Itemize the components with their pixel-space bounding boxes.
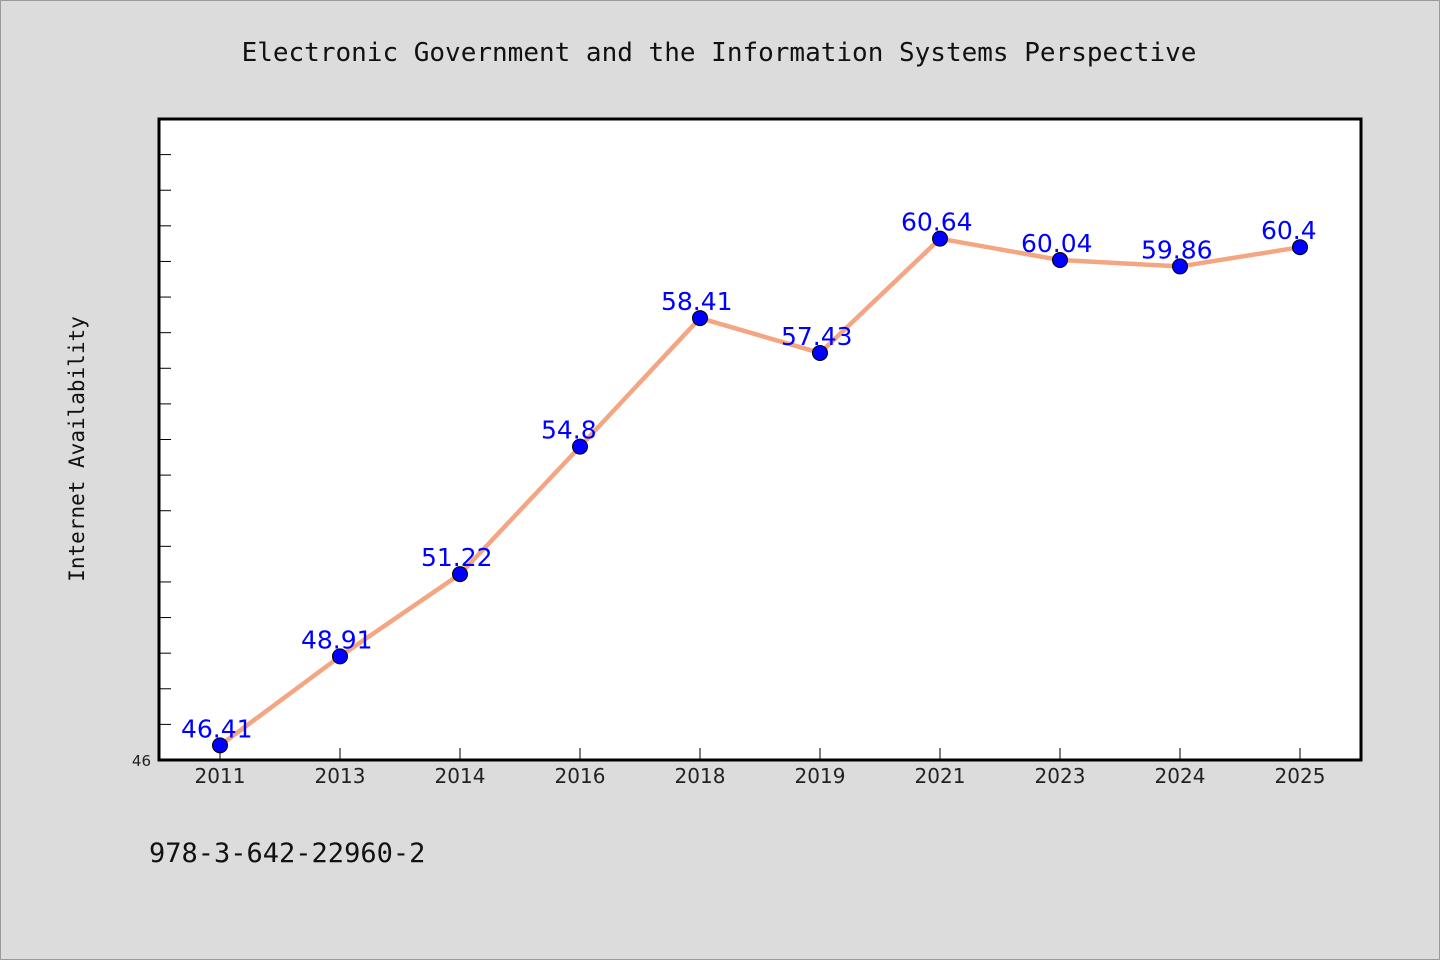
data-point: [932, 230, 948, 247]
data-point: [332, 648, 348, 665]
plot-area: [157, 117, 1363, 762]
data-point: [212, 737, 228, 754]
data-point: [812, 344, 828, 361]
x-tick-label: 2013: [315, 764, 366, 788]
data-point: [1052, 252, 1068, 269]
chart-title: Electronic Government and the Informatio…: [242, 38, 1197, 68]
data-label: 48.91: [301, 625, 373, 654]
x-tick-label: 2024: [1155, 764, 1206, 788]
x-tick-label: 2018: [675, 764, 726, 788]
y-axis-ticks: [159, 118, 171, 761]
data-point: [1172, 258, 1188, 275]
x-tick-label: 2014: [435, 764, 486, 788]
data-point: [692, 310, 708, 327]
series-markers: [212, 230, 1308, 754]
data-label: 60.04: [1021, 229, 1093, 258]
data-label: 60.64: [901, 208, 973, 237]
x-tick-label: 2025: [1275, 764, 1326, 788]
data-label: 58.41: [661, 287, 733, 316]
data-label: 60.4: [1261, 216, 1317, 245]
series-line: [217, 236, 1303, 748]
x-tick-label: 2011: [195, 764, 246, 788]
data-label: 59.86: [1141, 235, 1213, 264]
data-point: [1292, 239, 1308, 256]
caption-isbn: 978-3-642-22960-2: [149, 838, 425, 869]
y-tick-label: 46: [132, 752, 151, 770]
data-labels: 46.41 48.91 51.22 54.8 58.41 57.43 60.64 60.04 5…: [181, 208, 1317, 744]
x-tick-label: 2016: [555, 764, 606, 788]
data-label: 54.8: [541, 416, 597, 445]
data-label: 57.43: [781, 322, 853, 351]
x-tick-label: 2019: [795, 764, 846, 788]
data-label: 46.41: [181, 714, 253, 743]
data-point: [452, 566, 468, 583]
data-label: 51.22: [421, 543, 493, 572]
data-point: [572, 438, 588, 455]
x-axis-ticks: [219, 748, 1301, 760]
y-axis-label: Internet Availability: [65, 316, 89, 582]
x-tick-labels: 2011 2013 2014 2016 2018 2019 2021 2023 2024 2025: [195, 764, 1326, 788]
x-tick-label: 2023: [1035, 764, 1086, 788]
x-tick-label: 2021: [915, 764, 966, 788]
